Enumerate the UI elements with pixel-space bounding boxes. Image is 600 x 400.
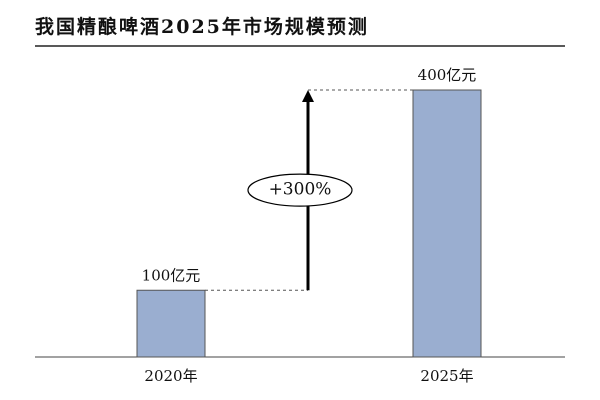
bar [136,289,206,358]
x-tick-label: 2025年 [420,367,473,385]
value-label: 400亿元 [418,66,477,84]
arrow-head [302,90,314,102]
annotation: +300% [269,180,332,200]
value-label: 100亿元 [142,266,201,284]
chart-title: 我国精酿啤酒2025年市场规模预测 [35,15,369,38]
bar [412,89,482,358]
annotation-ellipse [247,173,353,207]
x-tick-label: 2020年 [144,367,197,385]
